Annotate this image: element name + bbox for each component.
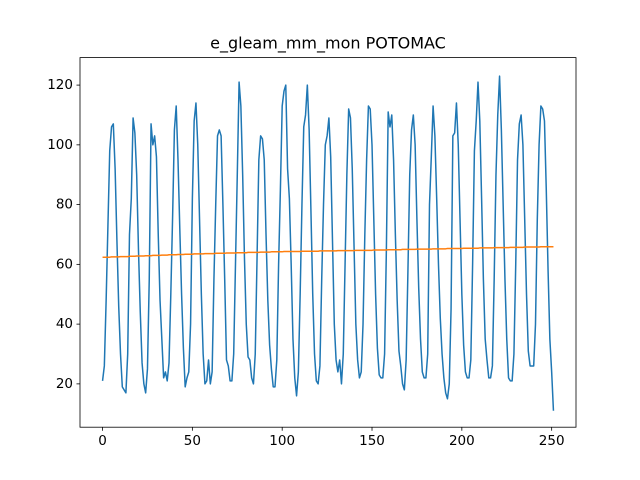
x-tick-label: 100 bbox=[269, 433, 295, 449]
x-tick-label: 200 bbox=[449, 433, 475, 449]
x-tick-label: 150 bbox=[359, 433, 385, 449]
x-tick-label: 0 bbox=[98, 433, 107, 449]
y-tick-label: 20 bbox=[56, 376, 73, 392]
line-series bbox=[101, 75, 555, 411]
y-tick-label: 40 bbox=[56, 316, 73, 332]
y-tick-label: 120 bbox=[47, 77, 73, 93]
chart-title: e_gleam_mm_mon POTOMAC bbox=[210, 34, 446, 54]
x-tick-label: 50 bbox=[184, 433, 201, 449]
plot-frame bbox=[79, 57, 577, 428]
y-tick-label: 60 bbox=[56, 256, 73, 272]
y-tick-label: 80 bbox=[56, 197, 73, 213]
line-series bbox=[102, 245, 554, 258]
x-tick-label: 250 bbox=[539, 433, 565, 449]
y-tick-label: 100 bbox=[47, 137, 73, 153]
